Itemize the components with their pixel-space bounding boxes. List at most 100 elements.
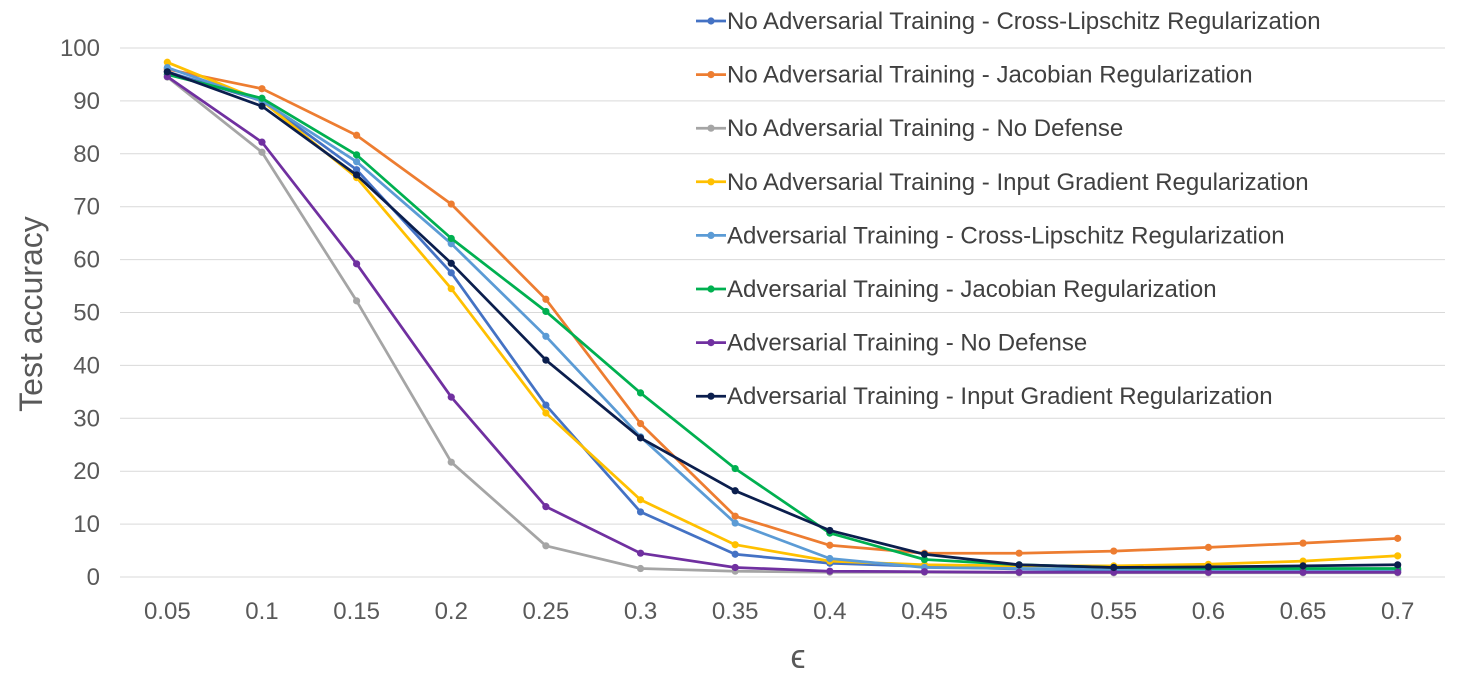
data-point (447, 269, 455, 277)
legend-marker (707, 124, 715, 132)
x-tick-label: 0.45 (901, 598, 948, 625)
data-point (1110, 547, 1118, 555)
data-point (920, 550, 929, 558)
data-point (542, 307, 550, 316)
data-point (826, 554, 834, 563)
data-point (1299, 568, 1307, 576)
data-point (447, 240, 455, 248)
series-line (165, 70, 1400, 573)
data-point (447, 458, 455, 466)
data-point (542, 409, 550, 417)
y-axis-title: Test accuracy (13, 216, 49, 412)
legend-item: No Adversarial Training - No Defense (696, 115, 1123, 142)
data-point (1204, 563, 1212, 571)
data-series (163, 58, 1402, 577)
y-tick-label: 0 (87, 564, 100, 591)
data-point (636, 434, 645, 442)
series-line (165, 66, 1400, 571)
data-point (258, 138, 266, 146)
y-tick-label: 70 (73, 194, 100, 221)
data-point (353, 131, 361, 139)
data-point (353, 151, 361, 159)
gridlines (120, 47, 1445, 578)
data-point (542, 542, 550, 550)
x-tick-label: 0.4 (813, 598, 846, 625)
data-point (636, 564, 645, 573)
data-point (731, 464, 739, 473)
legend-item: No Adversarial Training - Jacobian Regul… (696, 62, 1253, 89)
x-tick-label: 0.2 (435, 598, 468, 625)
data-point (826, 541, 834, 549)
x-tick-label: 0.65 (1280, 598, 1327, 625)
x-tick-label: 0.3 (624, 598, 657, 625)
legend-marker (707, 178, 715, 186)
data-point (353, 171, 361, 179)
legend-marker (707, 17, 715, 25)
x-tick-label: 0.5 (1002, 598, 1035, 625)
series-7 (163, 72, 1402, 576)
data-point (542, 356, 550, 364)
y-tick-label: 80 (73, 141, 100, 168)
data-point (1394, 561, 1402, 569)
data-point (447, 285, 455, 293)
data-point (636, 419, 645, 428)
data-point (353, 297, 361, 305)
legend-item: No Adversarial Training - Input Gradient… (696, 169, 1309, 196)
data-point (163, 68, 171, 76)
data-point (636, 508, 645, 516)
data-point (1299, 539, 1307, 547)
data-point (258, 102, 266, 110)
legend-item: Adversarial Training - Jacobian Regulari… (696, 276, 1217, 303)
data-point (636, 389, 645, 397)
data-point (920, 555, 929, 564)
legend-label: Adversarial Training - Input Gradient Re… (727, 383, 1273, 410)
series-6 (163, 70, 1402, 573)
data-point (447, 393, 455, 401)
data-point (542, 401, 550, 409)
data-point (1299, 562, 1307, 570)
series-1 (163, 68, 1402, 575)
data-point (1394, 552, 1402, 560)
x-tick-label: 0.05 (144, 598, 191, 625)
data-point (447, 259, 455, 267)
data-point (731, 487, 739, 495)
y-tick-label: 60 (73, 247, 100, 274)
data-point (1204, 543, 1212, 551)
legend-marker (707, 339, 715, 347)
data-point (542, 295, 550, 303)
legend-label: No Adversarial Training - Cross-Lipschit… (727, 8, 1321, 35)
x-tick-label: 0.25 (523, 598, 570, 625)
series-line (165, 73, 1400, 570)
data-point (258, 85, 266, 93)
legend-item: No Adversarial Training - Cross-Lipschit… (696, 8, 1321, 35)
data-point (636, 549, 645, 557)
data-point (1394, 568, 1402, 576)
y-tick-label: 90 (73, 88, 100, 115)
legend-marker (707, 285, 715, 293)
y-tick-label: 100 (60, 35, 100, 62)
data-point (731, 519, 739, 527)
data-point (353, 260, 361, 268)
data-point (1015, 561, 1023, 569)
x-tick-label: 0.1 (245, 598, 278, 625)
legend-marker (707, 392, 715, 400)
data-point (920, 568, 929, 576)
data-point (731, 541, 739, 549)
data-point (826, 526, 834, 535)
legend-marker (707, 231, 715, 239)
legend-label: No Adversarial Training - Input Gradient… (727, 169, 1309, 196)
data-point (731, 512, 739, 520)
data-point (447, 234, 455, 243)
y-tick-label: 20 (73, 458, 100, 485)
legend-label: Adversarial Training - Cross-Lipschitz R… (727, 222, 1285, 249)
legend-item: Adversarial Training - Input Gradient Re… (696, 383, 1273, 410)
y-tick-label: 40 (73, 352, 100, 379)
data-point (731, 563, 739, 572)
x-tick-label: 0.55 (1090, 598, 1137, 625)
y-tick-label: 10 (73, 511, 100, 538)
legend-item: Adversarial Training - No Defense (696, 330, 1087, 357)
series-line (165, 70, 1400, 569)
x-tick-label: 0.6 (1192, 598, 1225, 625)
data-point (826, 567, 834, 575)
